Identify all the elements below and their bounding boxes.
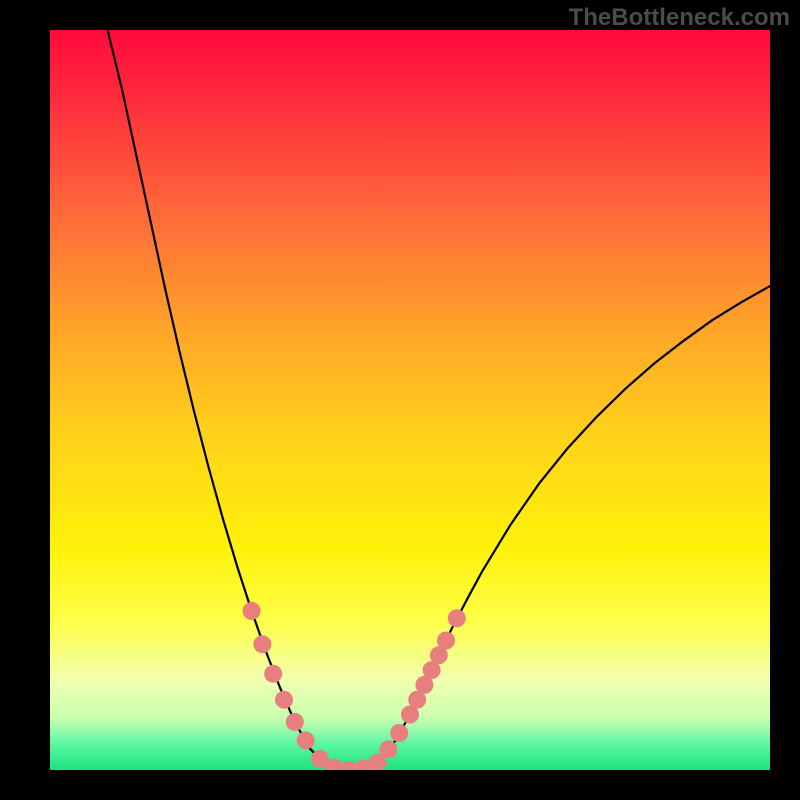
marker-group — [243, 602, 466, 770]
data-marker — [390, 724, 408, 742]
data-marker — [448, 609, 466, 627]
chart-root: TheBottleneck.com — [0, 0, 800, 800]
data-marker — [275, 691, 293, 709]
data-marker — [243, 602, 261, 620]
data-marker — [286, 713, 304, 731]
data-marker — [379, 740, 397, 758]
plot-frame — [50, 30, 770, 770]
curve-layer — [50, 30, 770, 770]
watermark-text: TheBottleneck.com — [569, 4, 790, 32]
data-marker — [264, 665, 282, 683]
data-marker — [297, 731, 315, 749]
data-marker — [253, 635, 271, 653]
plot-area — [50, 30, 770, 770]
data-marker — [437, 632, 455, 650]
